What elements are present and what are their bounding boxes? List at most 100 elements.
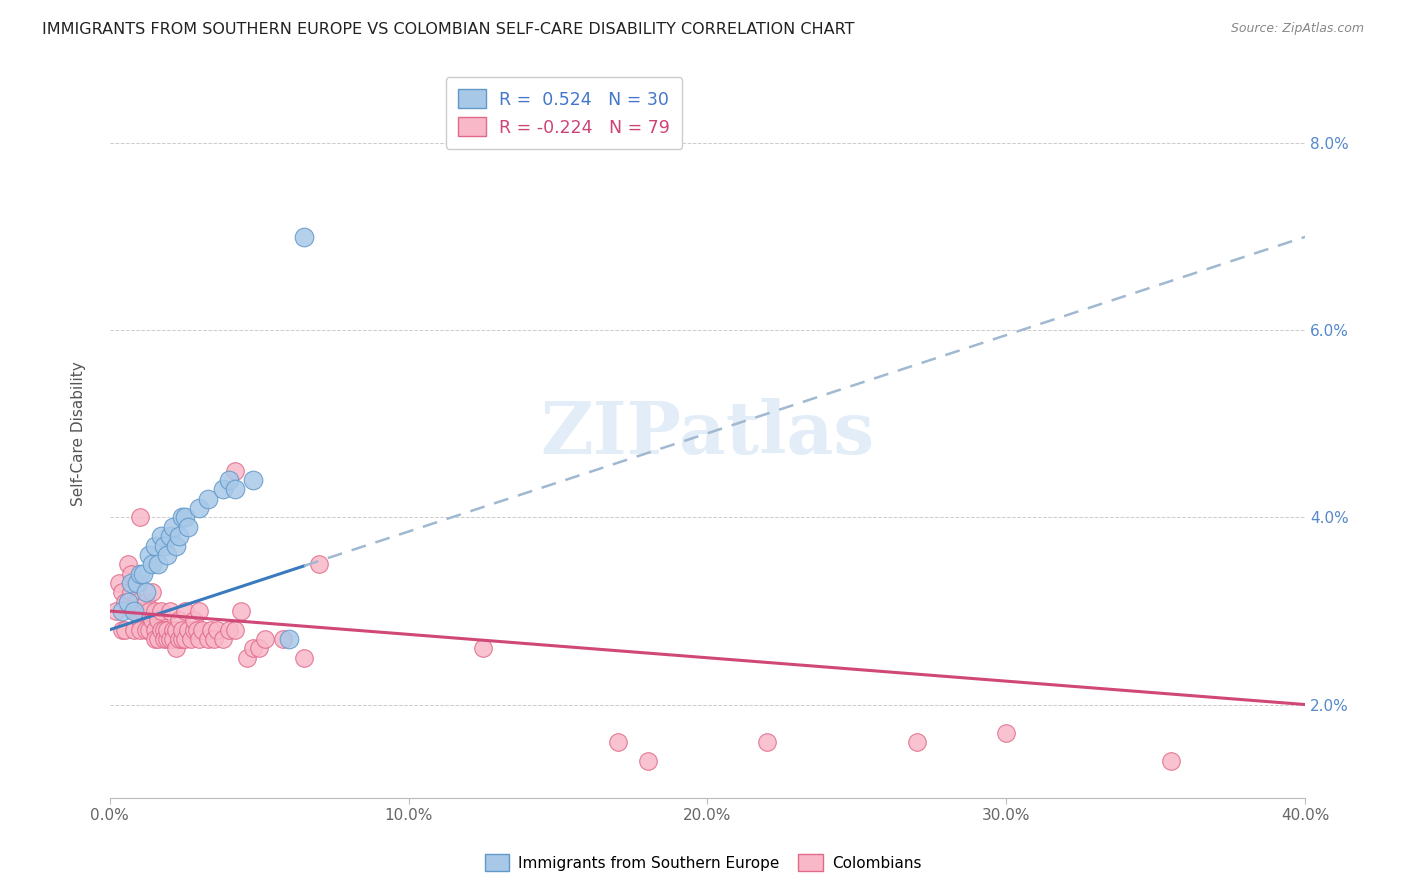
Point [236,650,259,665]
Point [224,623,246,637]
Point [141,613,163,627]
Point [905,735,928,749]
Point [212,632,235,646]
Point [165,539,187,553]
Point [167,613,190,627]
Point [125,594,148,608]
Point [120,585,142,599]
Point [156,623,179,637]
Point [122,604,145,618]
Point [606,735,628,749]
Point [180,632,202,646]
Point [162,632,184,646]
Point [212,483,235,497]
Text: ZIPatlas: ZIPatlas [540,398,875,469]
Point [104,604,127,618]
Point [170,510,193,524]
Point [120,576,142,591]
Point [224,464,246,478]
Text: IMMIGRANTS FROM SOUTHERN EUROPE VS COLOMBIAN SELF-CARE DISABILITY CORRELATION CH: IMMIGRANTS FROM SOUTHERN EUROPE VS COLOM… [42,22,855,37]
Point [197,632,219,646]
Point [135,594,157,608]
Point [271,632,294,646]
Point [254,632,277,646]
Point [224,483,246,497]
Point [138,548,160,562]
Point [141,558,163,572]
Text: Source: ZipAtlas.com: Source: ZipAtlas.com [1230,22,1364,36]
Point [165,623,187,637]
Point [308,558,330,572]
Point [159,529,181,543]
Point [143,623,166,637]
Point [188,604,211,618]
Point [162,623,184,637]
Point [135,585,157,599]
Point [138,604,160,618]
Point [176,623,198,637]
Point [637,754,659,768]
Point [146,558,169,572]
Point [143,604,166,618]
Point [242,473,264,487]
Point [173,632,195,646]
Point [122,623,145,637]
Legend: Immigrants from Southern Europe, Colombians: Immigrants from Southern Europe, Colombi… [478,848,928,877]
Point [170,632,193,646]
Point [128,510,150,524]
Point [186,623,208,637]
Point [125,576,148,591]
Point [231,604,253,618]
Point [188,632,211,646]
Point [122,604,145,618]
Y-axis label: Self-Care Disability: Self-Care Disability [72,361,86,506]
Point [218,623,240,637]
Point [152,632,174,646]
Point [472,641,495,656]
Point [1160,754,1182,768]
Point [176,520,198,534]
Point [149,529,172,543]
Point [756,735,779,749]
Point [152,539,174,553]
Point [207,623,229,637]
Point [132,566,155,581]
Point [132,604,155,618]
Point [125,576,148,591]
Point [188,501,211,516]
Point [143,632,166,646]
Point [117,558,139,572]
Point [162,520,184,534]
Point [159,632,181,646]
Point [170,623,193,637]
Point [183,613,205,627]
Point [191,623,214,637]
Point [278,632,301,646]
Point [292,230,315,244]
Point [995,725,1018,739]
Point [138,623,160,637]
Legend: R =  0.524   N = 30, R = -0.224   N = 79: R = 0.524 N = 30, R = -0.224 N = 79 [446,78,682,149]
Point [120,566,142,581]
Point [117,594,139,608]
Point [204,632,226,646]
Point [141,585,163,599]
Point [218,473,240,487]
Point [128,623,150,637]
Point [128,566,150,581]
Point [146,632,169,646]
Point [197,491,219,506]
Point [135,623,157,637]
Point [242,641,264,656]
Point [111,585,134,599]
Point [149,604,172,618]
Point [114,623,136,637]
Point [173,604,195,618]
Point [200,623,222,637]
Point [146,613,169,627]
Point [111,623,134,637]
Point [149,623,172,637]
Point [247,641,270,656]
Point [167,632,190,646]
Point [292,650,315,665]
